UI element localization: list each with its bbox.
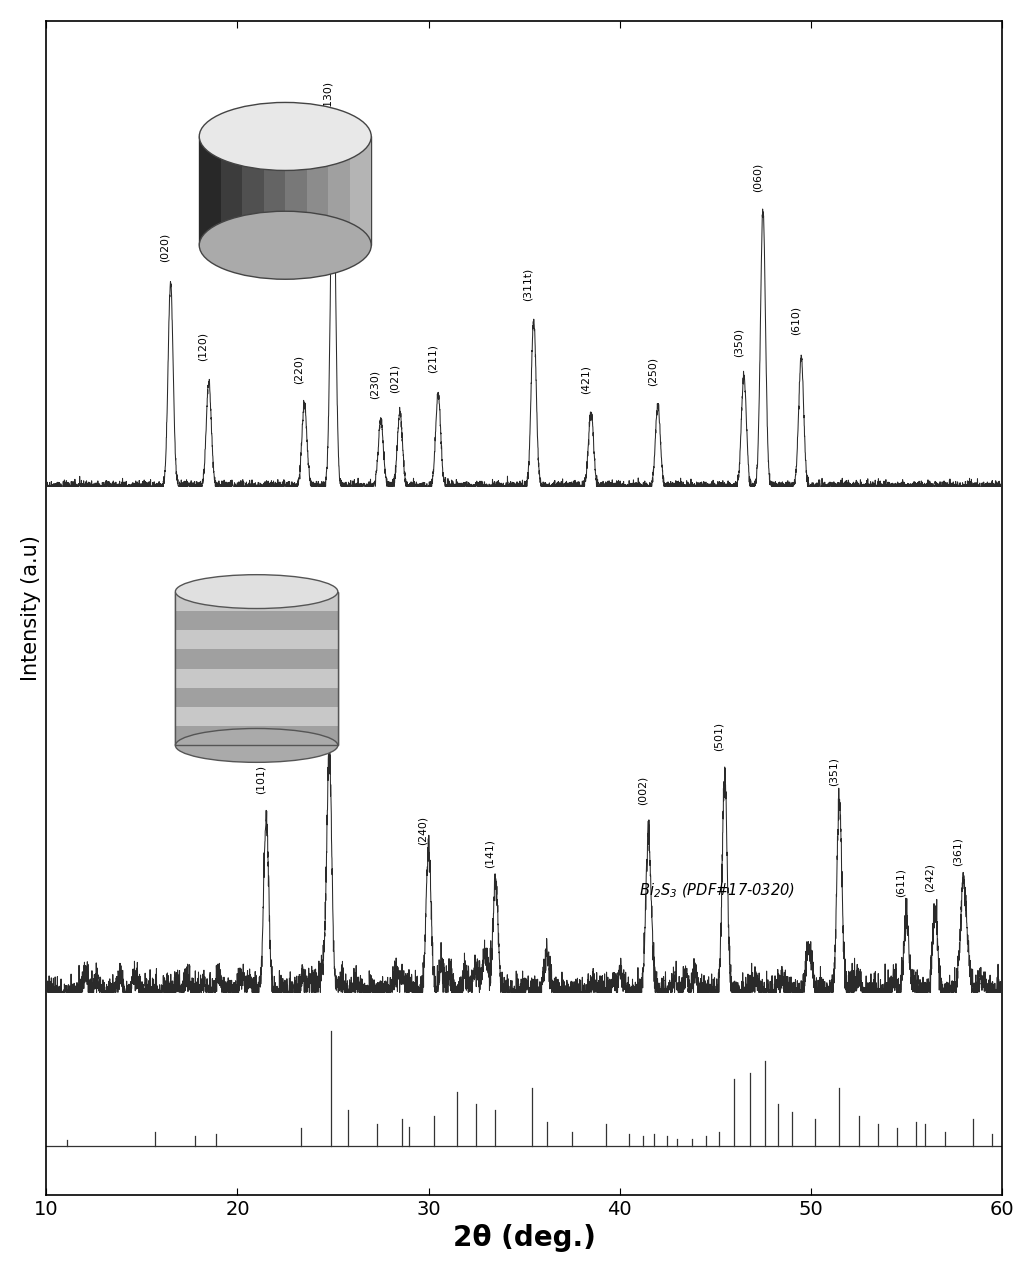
Text: (230): (230) [371, 369, 380, 398]
Text: (120): (120) [198, 332, 208, 362]
Text: (141): (141) [484, 839, 495, 868]
Y-axis label: Intensity (a.u): Intensity (a.u) [21, 535, 40, 681]
Text: (021): (021) [389, 364, 400, 393]
FancyBboxPatch shape [200, 136, 372, 246]
Text: (240): (240) [418, 816, 427, 845]
Bar [175, 630, 337, 649]
Text: (610): (610) [791, 306, 800, 335]
Ellipse shape [200, 102, 372, 171]
Text: (361): (361) [953, 838, 963, 867]
Text: (611): (611) [895, 868, 906, 897]
Bar [175, 649, 337, 668]
Text: (250): (250) [647, 356, 657, 386]
X-axis label: 2θ (deg.): 2θ (deg.) [452, 1225, 595, 1253]
Bar [175, 668, 337, 687]
Text: $\mathregular{Bi_2S_3}$ (PDF#17-0320): $\mathregular{Bi_2S_3}$ (PDF#17-0320) [639, 881, 795, 900]
Text: (301): (301) [319, 714, 328, 742]
Bar [350, 136, 372, 246]
Text: (421): (421) [581, 364, 590, 393]
Text: (211): (211) [427, 345, 438, 373]
Bar [328, 136, 350, 246]
Bar [175, 726, 337, 746]
Text: (101): (101) [256, 765, 265, 794]
Text: (220): (220) [294, 355, 303, 384]
Bar [306, 136, 328, 246]
Bar [175, 592, 337, 746]
Bar [286, 136, 306, 246]
Bar [175, 611, 337, 630]
Bar [175, 592, 337, 746]
Text: (130): (130) [322, 80, 332, 109]
Ellipse shape [200, 211, 372, 279]
Text: (501): (501) [714, 722, 724, 751]
Bar [175, 687, 337, 707]
Text: (350): (350) [733, 328, 743, 358]
Bar [242, 136, 264, 246]
Text: (242): (242) [924, 863, 935, 892]
Bar [175, 592, 337, 611]
Text: (060): (060) [752, 163, 762, 192]
Bar [220, 136, 242, 246]
Text: (351): (351) [829, 756, 838, 785]
Ellipse shape [175, 728, 337, 763]
Bar [264, 136, 286, 246]
Bar [175, 707, 337, 726]
Text: (311t): (311t) [523, 267, 533, 300]
Text: (002): (002) [638, 775, 648, 805]
Text: (020): (020) [159, 233, 170, 262]
Bar [200, 136, 220, 246]
Ellipse shape [175, 574, 337, 608]
